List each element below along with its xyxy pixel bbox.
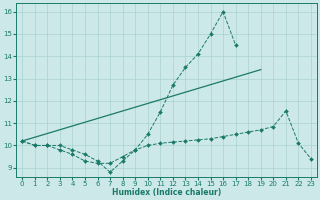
X-axis label: Humidex (Indice chaleur): Humidex (Indice chaleur): [112, 188, 221, 197]
